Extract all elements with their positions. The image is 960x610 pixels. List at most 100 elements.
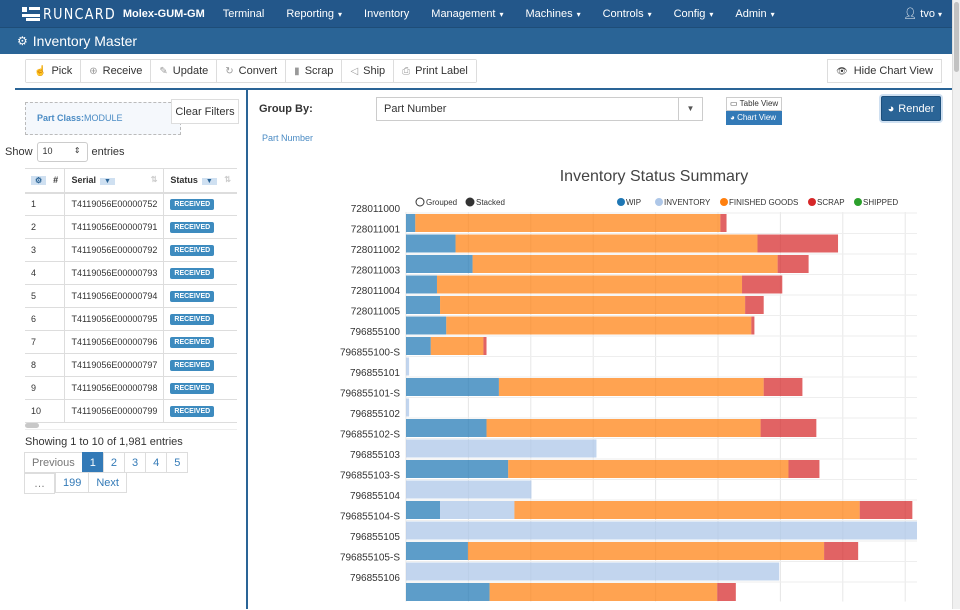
table-row[interactable]: 6 T4119056E00000795 RECEIVED bbox=[25, 307, 237, 331]
table-horizontal-scrollbar[interactable] bbox=[25, 422, 237, 430]
breadcrumb[interactable]: Part Number bbox=[262, 133, 314, 143]
nav-terminal[interactable]: Terminal bbox=[223, 8, 265, 20]
bar-segment-scrap[interactable] bbox=[763, 378, 803, 396]
table-view-button[interactable]: ▭ Table View bbox=[726, 97, 783, 111]
table-row[interactable]: 2 T4119056E00000791 RECEIVED bbox=[25, 215, 237, 239]
clear-filters-button[interactable]: Clear Filters bbox=[171, 99, 239, 124]
bar-segment-scrap[interactable] bbox=[751, 316, 755, 335]
bar-segment-inventory[interactable] bbox=[406, 521, 917, 540]
bar-segment-finished-goods[interactable] bbox=[514, 501, 860, 519]
sort-icon[interactable]: ⇅ bbox=[224, 175, 231, 185]
serial-cell[interactable]: T4119056E00000797 bbox=[64, 353, 165, 377]
scrap-button[interactable]: ▮ Scrap bbox=[286, 60, 343, 82]
bar-segment-scrap[interactable] bbox=[742, 275, 783, 294]
convert-button[interactable]: ↻ Convert bbox=[217, 60, 287, 82]
serial-cell[interactable]: T4119056E00000796 bbox=[64, 330, 165, 354]
print-label-button[interactable]: ⎙ Print Label bbox=[394, 60, 476, 82]
bar-segment-scrap[interactable] bbox=[717, 583, 736, 601]
bar-segment-wip[interactable] bbox=[406, 378, 499, 396]
nav-machines[interactable]: Machines ▾ bbox=[526, 8, 581, 20]
column-header-num[interactable]: ⚙ # bbox=[25, 168, 65, 194]
serial-cell[interactable]: T4119056E00000799 bbox=[64, 399, 165, 423]
bar-segment-wip[interactable] bbox=[406, 275, 437, 294]
bar-segment-wip[interactable] bbox=[406, 296, 441, 314]
serial-cell[interactable]: T4119056E00000791 bbox=[64, 215, 165, 239]
runcard-logo[interactable]: RUNCARD bbox=[22, 5, 129, 23]
bar-segment-finished-goods[interactable] bbox=[430, 337, 484, 355]
bar-segment-finished-goods[interactable] bbox=[498, 378, 764, 396]
bar-segment-scrap[interactable] bbox=[777, 255, 809, 273]
nav-management[interactable]: Management ▾ bbox=[431, 8, 503, 20]
bar-segment-scrap[interactable] bbox=[824, 542, 859, 560]
bar-segment-scrap[interactable] bbox=[760, 419, 817, 437]
nav-inventory[interactable]: Inventory bbox=[364, 8, 409, 20]
group-by-select[interactable]: Part Number ▼ bbox=[376, 97, 703, 121]
part-class-filter[interactable]: Part Class:MODULE bbox=[25, 102, 181, 135]
bar-segment-finished-goods[interactable] bbox=[446, 316, 752, 335]
bar-segment-scrap[interactable] bbox=[757, 234, 839, 253]
mode-radio-grouped[interactable] bbox=[415, 197, 425, 207]
page-button-1[interactable]: 1 bbox=[81, 452, 104, 473]
chart-view-button[interactable]: ◕ Chart View bbox=[726, 111, 783, 125]
ship-button[interactable]: ◁ Ship bbox=[342, 60, 395, 82]
render-button[interactable]: ◕ Render bbox=[881, 96, 941, 121]
previous-page-button[interactable]: Previous bbox=[24, 452, 83, 473]
bar-segment-wip[interactable] bbox=[406, 460, 509, 478]
caret-down-icon[interactable]: ▼ bbox=[678, 98, 702, 120]
serial-cell[interactable]: T4119056E00000752 bbox=[64, 192, 165, 216]
page-button-5[interactable]: 5 bbox=[166, 452, 189, 473]
bar-segment-finished-goods[interactable] bbox=[455, 234, 758, 253]
bar-segment-finished-goods[interactable] bbox=[489, 583, 718, 601]
bar-segment-scrap[interactable] bbox=[788, 460, 820, 478]
table-row[interactable]: 9 T4119056E00000798 RECEIVED bbox=[25, 376, 237, 400]
next-page-button[interactable]: Next bbox=[88, 472, 127, 493]
nav-admin[interactable]: Admin ▾ bbox=[735, 8, 774, 20]
table-row[interactable]: 10 T4119056E00000799 RECEIVED bbox=[25, 399, 237, 423]
serial-cell[interactable]: T4119056E00000795 bbox=[64, 307, 165, 331]
column-settings-icon[interactable]: ⚙ bbox=[31, 176, 47, 186]
page-button-3[interactable]: 3 bbox=[124, 452, 147, 473]
bar-segment-inventory[interactable] bbox=[406, 562, 780, 581]
page-scrollbar[interactable] bbox=[952, 0, 960, 609]
bar-segment-finished-goods[interactable] bbox=[472, 255, 778, 273]
sort-icon[interactable]: ⇅ bbox=[150, 175, 158, 185]
nav-config[interactable]: Config ▾ bbox=[674, 8, 714, 20]
bar-segment-finished-goods[interactable] bbox=[467, 542, 825, 560]
bar-segment-scrap[interactable] bbox=[720, 214, 727, 232]
table-row[interactable]: 3 T4119056E00000792 RECEIVED bbox=[25, 238, 237, 262]
filter-dropdown-icon[interactable]: ▼ bbox=[100, 178, 115, 186]
bar-segment-finished-goods[interactable] bbox=[436, 275, 743, 294]
bar-segment-wip[interactable] bbox=[406, 419, 487, 437]
table-row[interactable]: 1 T4119056E00000752 RECEIVED bbox=[25, 192, 237, 216]
serial-cell[interactable]: T4119056E00000793 bbox=[64, 261, 165, 285]
table-row[interactable]: 5 T4119056E00000794 RECEIVED bbox=[25, 284, 237, 308]
scrollbar-thumb[interactable] bbox=[954, 2, 959, 72]
bar-segment-finished-goods[interactable] bbox=[440, 296, 746, 314]
bar-segment-wip[interactable] bbox=[406, 255, 473, 273]
bar-segment-inventory[interactable] bbox=[406, 439, 597, 458]
bar-segment-wip[interactable] bbox=[406, 234, 456, 253]
bar-segment-wip[interactable] bbox=[406, 316, 447, 335]
filter-dropdown-icon[interactable]: ▼ bbox=[201, 178, 217, 186]
bar-segment-wip[interactable] bbox=[406, 501, 441, 519]
table-row[interactable]: 8 T4119056E00000797 RECEIVED bbox=[25, 353, 237, 377]
bar-segment-wip[interactable] bbox=[406, 583, 490, 601]
page-button-199[interactable]: 199 bbox=[55, 472, 90, 493]
table-row[interactable]: 4 T4119056E00000793 RECEIVED bbox=[25, 261, 237, 285]
bar-segment-inventory[interactable] bbox=[406, 480, 532, 499]
bar-segment-finished-goods[interactable] bbox=[415, 214, 721, 232]
serial-cell[interactable]: T4119056E00000794 bbox=[64, 284, 165, 308]
scrollbar-thumb[interactable] bbox=[25, 423, 39, 428]
bar-segment-inventory[interactable] bbox=[406, 398, 410, 417]
bar-segment-scrap[interactable] bbox=[483, 337, 487, 355]
bar-segment-inventory[interactable] bbox=[406, 357, 410, 376]
bar-segment-wip[interactable] bbox=[406, 542, 468, 560]
serial-cell[interactable]: T4119056E00000792 bbox=[64, 238, 165, 262]
receive-button[interactable]: ⊕ Receive bbox=[81, 60, 152, 82]
update-button[interactable]: ✎ Update bbox=[151, 60, 218, 82]
page-button-4[interactable]: 4 bbox=[145, 452, 168, 473]
pick-button[interactable]: ☝ Pick bbox=[26, 60, 82, 82]
hide-chart-view-button[interactable]: 👁︎ Hide Chart View bbox=[827, 59, 942, 83]
nav-reporting[interactable]: Reporting ▾ bbox=[286, 8, 342, 20]
page-button-2[interactable]: 2 bbox=[102, 452, 126, 473]
